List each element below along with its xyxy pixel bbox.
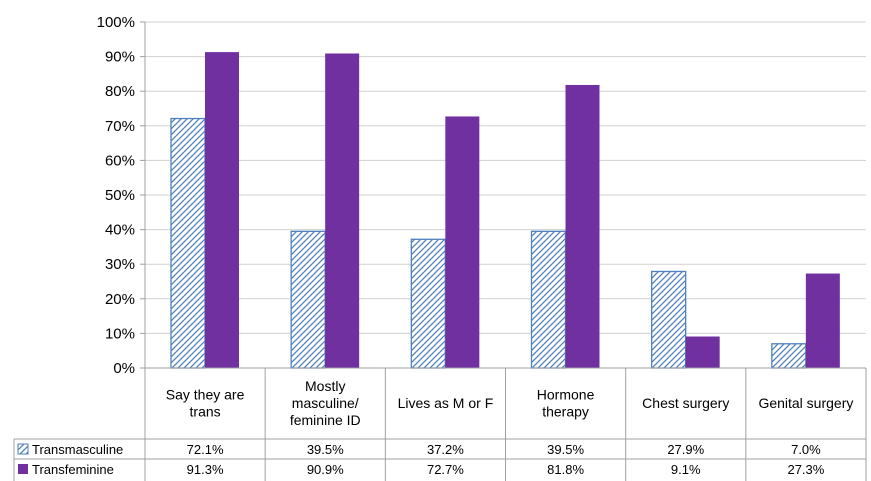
bar-transmasculine bbox=[410, 238, 446, 369]
data-table-cell: 39.5% bbox=[307, 442, 344, 457]
bar-transfeminine bbox=[565, 84, 600, 369]
y-tick-label: 30% bbox=[105, 256, 135, 273]
data-table-cell: 37.2% bbox=[427, 442, 464, 457]
y-tick-label: 70% bbox=[105, 118, 135, 135]
category-label: Mostly masculine/feminine ID bbox=[290, 378, 361, 428]
legend-label: Transmasculine bbox=[32, 442, 123, 457]
gridlines bbox=[145, 21, 866, 369]
bar-transmasculine bbox=[170, 117, 206, 369]
bar-transfeminine bbox=[445, 116, 480, 368]
y-tick-label: 90% bbox=[105, 49, 135, 66]
legend-key-transfeminine bbox=[18, 464, 28, 474]
y-tick-label: 40% bbox=[105, 222, 135, 239]
y-tick-label: 0% bbox=[113, 360, 135, 377]
y-tick-label: 10% bbox=[105, 325, 135, 342]
bars bbox=[170, 52, 840, 369]
category-label: Say they are trans bbox=[166, 387, 245, 420]
data-table-cell: 72.1% bbox=[187, 442, 224, 457]
y-tick-label: 60% bbox=[105, 152, 135, 169]
data-table-cell: 27.9% bbox=[667, 442, 704, 457]
data-table-cell: 39.5% bbox=[547, 442, 584, 457]
legend-label: Transfeminine bbox=[32, 462, 114, 477]
y-tick-label: 20% bbox=[105, 291, 135, 308]
bar-transmasculine bbox=[771, 343, 807, 369]
y-tick-label: 80% bbox=[105, 83, 135, 100]
bar-transfeminine bbox=[685, 336, 720, 368]
data-table-cell: 90.9% bbox=[307, 462, 344, 477]
data-table-cell: 81.8% bbox=[547, 462, 584, 477]
category-label: Hormone therapy bbox=[537, 387, 595, 420]
bar-transmasculine bbox=[651, 270, 687, 369]
y-axis: 0% 10% 20% 30% 40% 50% 60% 70% 80% 90% 100% bbox=[97, 14, 146, 377]
data-table-cell: 72.7% bbox=[427, 462, 464, 477]
legend-key-transmasculine bbox=[17, 443, 29, 455]
data-table-cell: 91.3% bbox=[187, 462, 224, 477]
bar-transmasculine bbox=[530, 230, 567, 369]
y-tick-label: 100% bbox=[97, 14, 135, 31]
bar-transfeminine bbox=[805, 273, 840, 368]
data-table: Say they are trans Mostly masculine/feminin… bbox=[13, 367, 867, 481]
category-label: Lives as M or F bbox=[398, 395, 494, 411]
category-label: Genital surgery bbox=[758, 395, 853, 411]
data-table-cell: 7.0% bbox=[791, 442, 821, 457]
y-tick-label: 50% bbox=[105, 187, 135, 204]
data-table-cell: 9.1% bbox=[671, 462, 701, 477]
bar-transfeminine bbox=[325, 53, 360, 369]
bar-transmasculine bbox=[290, 230, 326, 369]
data-table-cell: 27.3% bbox=[787, 462, 824, 477]
category-label: Chest surgery bbox=[642, 395, 729, 411]
bar-transfeminine bbox=[205, 52, 239, 369]
